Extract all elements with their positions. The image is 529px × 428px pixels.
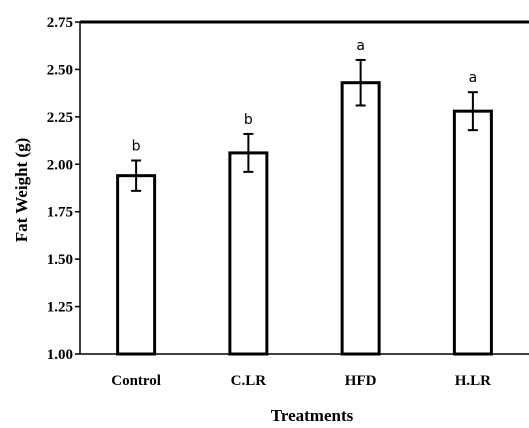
significance-labels: b b a a (132, 38, 477, 155)
error-bars (131, 58, 478, 192)
significance-label: a (356, 38, 365, 54)
y-axis-ticks: 1.00 1.25 1.50 1.75 2.00 2.25 2.50 2.75 (47, 15, 80, 363)
x-tick-label: C.LR (231, 373, 267, 389)
x-axis-title: Treatments (271, 406, 354, 425)
significance-label: b (244, 112, 253, 128)
bar (116, 174, 157, 356)
y-tick-label: 1.25 (47, 300, 73, 316)
bars (116, 81, 493, 356)
y-tick-label: 2.50 (47, 62, 73, 78)
y-tick-label: 1.00 (47, 347, 73, 363)
y-tick-label: 2.75 (47, 15, 73, 31)
x-axis-ticks: Control C.LR HFD H.LR (111, 373, 491, 389)
y-tick-label: 1.50 (47, 252, 73, 268)
bar (452, 109, 493, 356)
x-tick-label: Control (111, 373, 161, 389)
x-tick-label: HFD (345, 373, 377, 389)
bar (228, 151, 269, 356)
bar (340, 81, 381, 356)
y-tick-label: 1.75 (47, 205, 73, 221)
x-tick-label: H.LR (455, 373, 491, 389)
y-axis-title: Fat Weight (g) (12, 138, 31, 243)
y-tick-label: 2.00 (47, 157, 73, 173)
y-tick-label: 2.25 (47, 110, 73, 126)
significance-label: a (469, 70, 478, 86)
significance-label: b (132, 138, 141, 154)
